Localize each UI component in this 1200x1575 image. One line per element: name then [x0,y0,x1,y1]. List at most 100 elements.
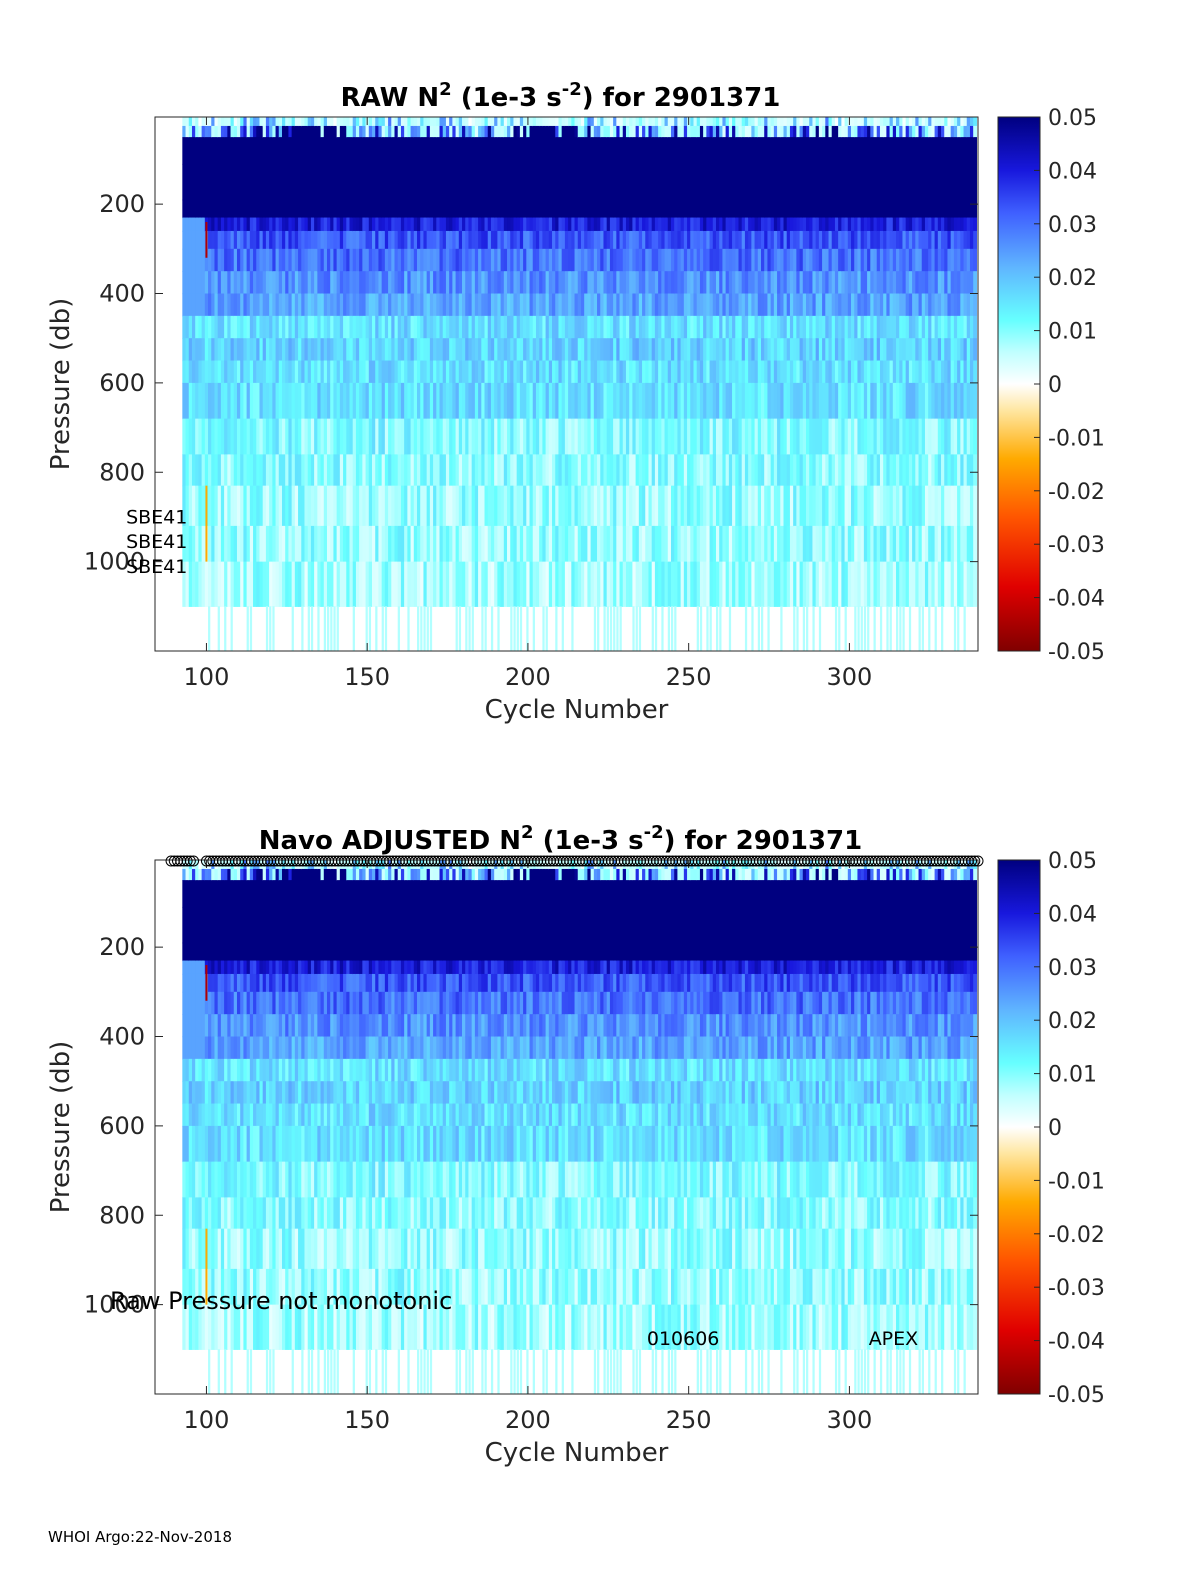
heatmap-cell [317,606,320,651]
heatmap-cell [545,485,550,527]
heatmap-cell [857,125,862,138]
heatmap-cell [343,561,347,607]
heatmap-cell [770,418,775,455]
heatmap-cell [404,561,408,607]
heatmap-cell [285,382,290,420]
heatmap-cell [638,199,643,219]
heatmap-cell [191,1125,196,1163]
heatmap-cell [407,230,412,250]
heatmap-cell [314,315,318,339]
heatmap-cell [442,338,447,362]
heatmap-cell [323,525,328,563]
heatmap-cell [278,125,283,138]
heatmap-cell [780,454,785,487]
heatmap-cell [751,454,756,487]
heatmap-cell [580,230,585,250]
heatmap-cell [198,1081,203,1105]
heatmap-cell [719,525,724,563]
heatmap-cell [802,217,807,232]
heatmap-cell [947,293,952,317]
heatmap-cell [198,860,203,870]
heatmap-cell [256,485,261,527]
heatmap-cell [336,382,341,420]
heatmap-cell [584,230,588,250]
heatmap-cell [838,360,842,384]
heatmap-cell [220,338,225,362]
heatmap-cell [767,271,772,295]
heatmap-cell [195,960,199,975]
heatmap-cell [529,163,534,201]
heatmap-cell [857,271,862,295]
heatmap-cell [191,868,196,881]
heatmap-cell [561,315,566,339]
heatmap-cell [735,418,740,455]
heatmap-cell [918,315,923,339]
heatmap-cell [423,360,428,384]
heatmap-cell [449,382,453,420]
heatmap-cell [812,271,817,295]
heatmap-cell [690,338,695,362]
heatmap-cell [687,293,691,317]
heatmap-cell [330,454,335,487]
heatmap-cell [664,561,669,607]
heatmap-cell [198,960,203,975]
heatmap-cell [529,125,534,138]
heatmap-cell [224,360,228,384]
heatmap-cell [696,199,701,219]
heatmap-cell [918,338,923,362]
heatmap-cell [606,485,611,527]
heatmap-cell [285,217,290,232]
heatmap-cell [754,454,759,487]
heatmap-cell [323,217,328,232]
heatmap-cell [738,163,743,201]
heatmap-cell [616,199,621,219]
heatmap-cell [407,360,412,384]
heatmap-cell [307,382,312,420]
heatmap-cell [709,217,714,232]
heatmap-cell [294,360,299,384]
heatmap-cell [198,1304,203,1350]
heatmap-cell [516,293,521,317]
heatmap-cell [204,293,209,317]
heatmap-cell [365,561,370,607]
heatmap-cell [449,163,453,201]
heatmap-cell [642,163,646,201]
heatmap-cell [262,230,267,250]
heatmap-cell [474,293,479,317]
heatmap-cell [712,137,717,165]
heatmap-cell [436,217,441,232]
heatmap-cell [574,338,579,362]
heatmap-cell [870,418,875,455]
heatmap-cell [883,315,887,339]
heatmap-cell [404,360,408,384]
heatmap-cell [375,454,380,487]
heatmap-cell [905,561,910,607]
heatmap-cell [497,382,502,420]
heatmap-cell [564,117,569,127]
heatmap-cell [262,315,267,339]
heatmap-cell [400,360,405,384]
heatmap-cell [777,137,781,165]
heatmap-cell [847,230,852,250]
heatmap-cell [632,125,637,138]
heatmap-cell [764,125,769,138]
heatmap-cell [577,360,582,384]
heatmap-cell [973,137,977,165]
heatmap-cell [532,117,537,127]
heatmap-cell [320,315,325,339]
heatmap-cell [844,382,849,420]
heatmap-cell [635,418,640,455]
heatmap-cell [372,199,376,219]
heatmap-cell [941,485,945,527]
heatmap-cell [622,315,627,339]
heatmap-cell [687,137,691,165]
heatmap-cell [330,125,335,138]
heatmap-cell [198,1228,203,1270]
heatmap-cell [198,1161,203,1198]
heatmap-cell [613,454,617,487]
heatmap-cell [761,606,764,651]
heatmap-cell [272,137,277,165]
heatmap-cell [568,271,572,295]
heatmap-cell [333,525,338,563]
heatmap-cell [417,382,421,420]
